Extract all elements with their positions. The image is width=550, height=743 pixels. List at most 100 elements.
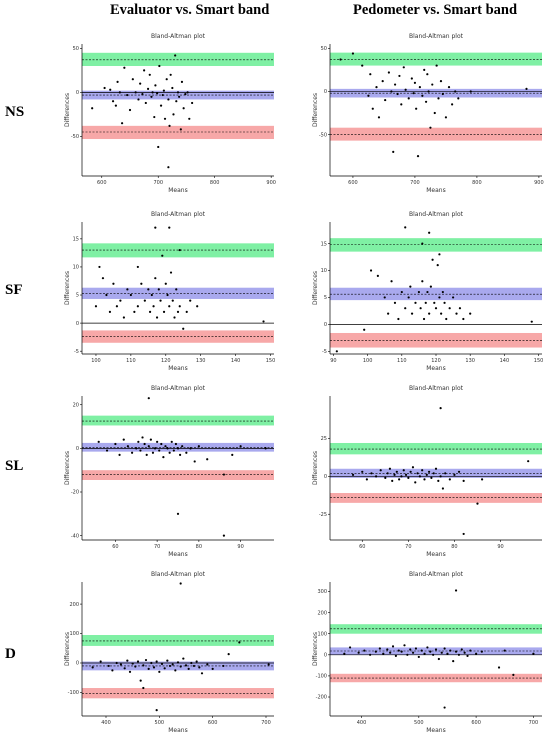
data-point <box>156 440 159 443</box>
data-point <box>159 104 163 107</box>
data-point <box>168 226 171 229</box>
data-point <box>434 307 438 310</box>
data-point <box>400 103 403 106</box>
row-label-sf: SF <box>5 282 23 298</box>
x-tick-label: 140 <box>500 358 510 364</box>
data-point <box>378 647 381 650</box>
data-point <box>162 89 165 92</box>
data-point <box>197 445 200 448</box>
row-label-d: D <box>5 646 16 662</box>
chart-title: Bland-Altman plot <box>151 385 206 392</box>
y-axis-label: Differences <box>312 271 319 305</box>
data-point <box>453 473 456 476</box>
data-point <box>387 71 390 74</box>
data-point <box>381 79 384 83</box>
data-point <box>115 305 119 308</box>
data-point <box>164 282 167 285</box>
x-tick-label: 600 <box>348 180 358 186</box>
data-point <box>395 470 398 473</box>
data-point <box>406 653 409 656</box>
data-point <box>222 664 225 668</box>
data-point <box>429 126 432 129</box>
data-point <box>441 92 444 96</box>
data-point <box>144 101 147 105</box>
data-point <box>188 117 191 120</box>
data-point <box>432 653 435 656</box>
x-tick-label: 600 <box>97 180 107 186</box>
data-point <box>407 296 410 299</box>
data-point <box>439 407 442 410</box>
data-point <box>91 666 94 669</box>
data-point <box>178 305 181 308</box>
data-point <box>390 90 393 93</box>
data-point <box>369 653 372 656</box>
data-point <box>454 650 458 653</box>
data-point <box>129 293 132 297</box>
data-point <box>133 310 136 313</box>
y-tick-label: 20 <box>73 402 79 408</box>
data-point <box>200 672 204 675</box>
data-point <box>166 659 169 662</box>
data-point <box>421 280 424 283</box>
y-tick-label: 10 <box>321 268 327 274</box>
data-point <box>398 478 401 481</box>
data-point <box>370 472 373 475</box>
y-tick-label: 200 <box>69 602 79 608</box>
x-axis-label: Means <box>168 365 187 372</box>
data-point <box>379 469 382 472</box>
data-point <box>396 92 399 96</box>
data-point <box>383 296 386 299</box>
data-point <box>532 652 535 655</box>
data-point <box>433 301 436 304</box>
data-point <box>206 663 209 666</box>
data-point <box>178 453 182 457</box>
data-point <box>411 651 415 654</box>
data-point <box>462 532 465 536</box>
x-axis-label: Means <box>168 727 187 734</box>
data-point <box>404 226 407 229</box>
data-point <box>103 86 106 90</box>
data-point <box>441 487 445 490</box>
data-point <box>178 248 181 252</box>
data-point <box>418 86 421 89</box>
x-tick-label: 800 <box>210 180 220 186</box>
data-point <box>94 305 98 308</box>
lower-limit-band <box>82 470 274 480</box>
data-point <box>99 660 102 663</box>
data-point <box>140 282 143 285</box>
chart-title: Bland-Altman plot <box>151 33 206 40</box>
x-axis-label: Means <box>168 187 187 194</box>
data-point <box>141 93 144 96</box>
data-point <box>179 582 182 585</box>
data-point <box>431 258 434 261</box>
y-tick-label: 15 <box>321 241 327 247</box>
data-point <box>530 320 533 323</box>
data-point <box>136 305 139 308</box>
data-point <box>144 658 148 662</box>
plot-sl-evaluator: Bland-Altman plot 60 70 80 90 -40 -20 0 20 Means D… <box>64 385 274 558</box>
data-point <box>139 82 142 85</box>
data-point <box>363 328 366 331</box>
y-axis-label: Differences <box>312 451 319 485</box>
data-point <box>388 467 392 470</box>
data-point <box>446 652 449 655</box>
data-point <box>157 288 160 291</box>
data-point <box>393 83 397 86</box>
data-point <box>193 460 196 463</box>
y-tick-label: 0 <box>76 446 79 452</box>
data-point <box>367 94 370 97</box>
column-header-right: Pedometer vs. Smart band <box>353 2 518 18</box>
data-point <box>351 473 355 476</box>
data-point <box>421 242 424 245</box>
data-point <box>419 307 422 310</box>
data-point <box>339 58 342 61</box>
y-axis-label: Differences <box>312 632 319 666</box>
data-point <box>164 445 167 448</box>
data-point <box>105 293 108 297</box>
data-point <box>162 310 166 313</box>
data-point <box>451 296 455 299</box>
data-point <box>136 660 140 663</box>
data-point <box>409 470 412 473</box>
x-axis-label: Means <box>426 727 445 734</box>
data-point <box>156 92 159 95</box>
